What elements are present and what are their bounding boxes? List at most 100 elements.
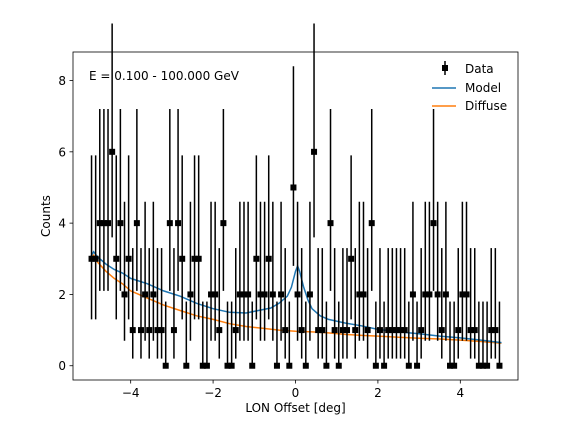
data-point bbox=[195, 255, 202, 262]
data-point bbox=[150, 291, 157, 298]
data-point bbox=[216, 327, 223, 334]
data-point bbox=[109, 148, 116, 155]
plot-area bbox=[88, 23, 503, 369]
legend-data-marker bbox=[442, 65, 448, 71]
data-point bbox=[232, 327, 239, 334]
data-point bbox=[344, 327, 351, 334]
data-point bbox=[492, 327, 499, 334]
y-tick-label: 4 bbox=[58, 217, 66, 231]
data-point bbox=[249, 362, 256, 369]
legend-label-model: Model bbox=[465, 81, 501, 95]
data-point bbox=[311, 148, 318, 155]
data-point bbox=[405, 362, 412, 369]
data-point bbox=[459, 291, 466, 298]
data-point bbox=[137, 327, 144, 334]
data-point bbox=[397, 327, 404, 334]
data-point bbox=[302, 362, 309, 369]
data-point bbox=[339, 327, 346, 334]
data-point bbox=[414, 362, 421, 369]
y-axis-label: Counts bbox=[39, 195, 53, 237]
data-point bbox=[451, 362, 458, 369]
x-axis-label: LON Offset [deg] bbox=[245, 401, 345, 415]
data-point bbox=[306, 291, 313, 298]
data-point bbox=[319, 327, 326, 334]
data-point bbox=[294, 291, 301, 298]
data-point bbox=[253, 255, 260, 262]
data-point bbox=[282, 327, 289, 334]
data-point bbox=[261, 291, 268, 298]
data-point bbox=[335, 362, 342, 369]
data-point bbox=[323, 362, 330, 369]
data-point bbox=[220, 220, 227, 227]
data-point bbox=[228, 362, 235, 369]
y-tick-label: 2 bbox=[58, 288, 66, 302]
y-tick-label: 0 bbox=[58, 359, 66, 373]
legend-entry-diffuse: Diffuse bbox=[432, 99, 507, 113]
data-point bbox=[96, 220, 103, 227]
data-point bbox=[224, 362, 231, 369]
energy-annotation: E = 0.100 - 100.000 GeV bbox=[89, 69, 240, 83]
data-point bbox=[438, 327, 445, 334]
data-point bbox=[113, 255, 120, 262]
data-point bbox=[100, 220, 107, 227]
data-point bbox=[331, 327, 338, 334]
legend-label-data: Data bbox=[465, 62, 494, 76]
data-point bbox=[146, 327, 153, 334]
legend-entry-model: Model bbox=[432, 81, 501, 95]
data-point bbox=[162, 362, 169, 369]
data-point bbox=[376, 327, 383, 334]
data-point bbox=[393, 327, 400, 334]
data-point bbox=[236, 291, 243, 298]
data-point bbox=[471, 327, 478, 334]
data-point bbox=[166, 220, 173, 227]
data-point bbox=[463, 291, 470, 298]
data-point bbox=[409, 291, 416, 298]
data-point bbox=[212, 291, 219, 298]
x-tick-label: −4 bbox=[122, 386, 140, 400]
data-point bbox=[203, 362, 210, 369]
data-point bbox=[401, 327, 408, 334]
data-point bbox=[199, 362, 206, 369]
data-point bbox=[368, 220, 375, 227]
data-point bbox=[381, 362, 388, 369]
data-point bbox=[170, 327, 177, 334]
data-point bbox=[92, 255, 99, 262]
axis-ticks: −4 −2 0 2 4 0 2 4 6 8 bbox=[58, 74, 464, 400]
data-point bbox=[245, 291, 252, 298]
data-point bbox=[191, 255, 198, 262]
data-point bbox=[327, 220, 334, 227]
x-tick-label: 2 bbox=[374, 386, 382, 400]
data-point bbox=[442, 291, 449, 298]
data-point bbox=[240, 291, 247, 298]
data-point bbox=[129, 327, 136, 334]
data-point bbox=[479, 362, 486, 369]
data-point bbox=[467, 327, 474, 334]
data-point bbox=[125, 255, 132, 262]
x-tick-label: 0 bbox=[292, 386, 300, 400]
x-tick-label: −2 bbox=[204, 386, 222, 400]
data-point bbox=[88, 255, 95, 262]
data-point bbox=[208, 291, 215, 298]
data-point bbox=[422, 291, 429, 298]
data-point bbox=[385, 327, 392, 334]
y-tick-label: 8 bbox=[58, 74, 66, 88]
data-point bbox=[278, 291, 285, 298]
data-point bbox=[187, 291, 194, 298]
data-point bbox=[298, 327, 305, 334]
data-point bbox=[356, 291, 363, 298]
data-point bbox=[179, 255, 186, 262]
data-point bbox=[348, 255, 355, 262]
legend-entry-data: Data bbox=[442, 61, 494, 76]
data-point bbox=[475, 362, 482, 369]
data-point bbox=[360, 291, 367, 298]
x-tick-label: 4 bbox=[456, 386, 464, 400]
data-point bbox=[418, 327, 425, 334]
data-point bbox=[121, 291, 128, 298]
legend-label-diffuse: Diffuse bbox=[465, 99, 507, 113]
data-point bbox=[430, 220, 437, 227]
data-point bbox=[488, 327, 495, 334]
data-point bbox=[175, 220, 182, 227]
data-point bbox=[257, 291, 264, 298]
data-point bbox=[105, 220, 112, 227]
